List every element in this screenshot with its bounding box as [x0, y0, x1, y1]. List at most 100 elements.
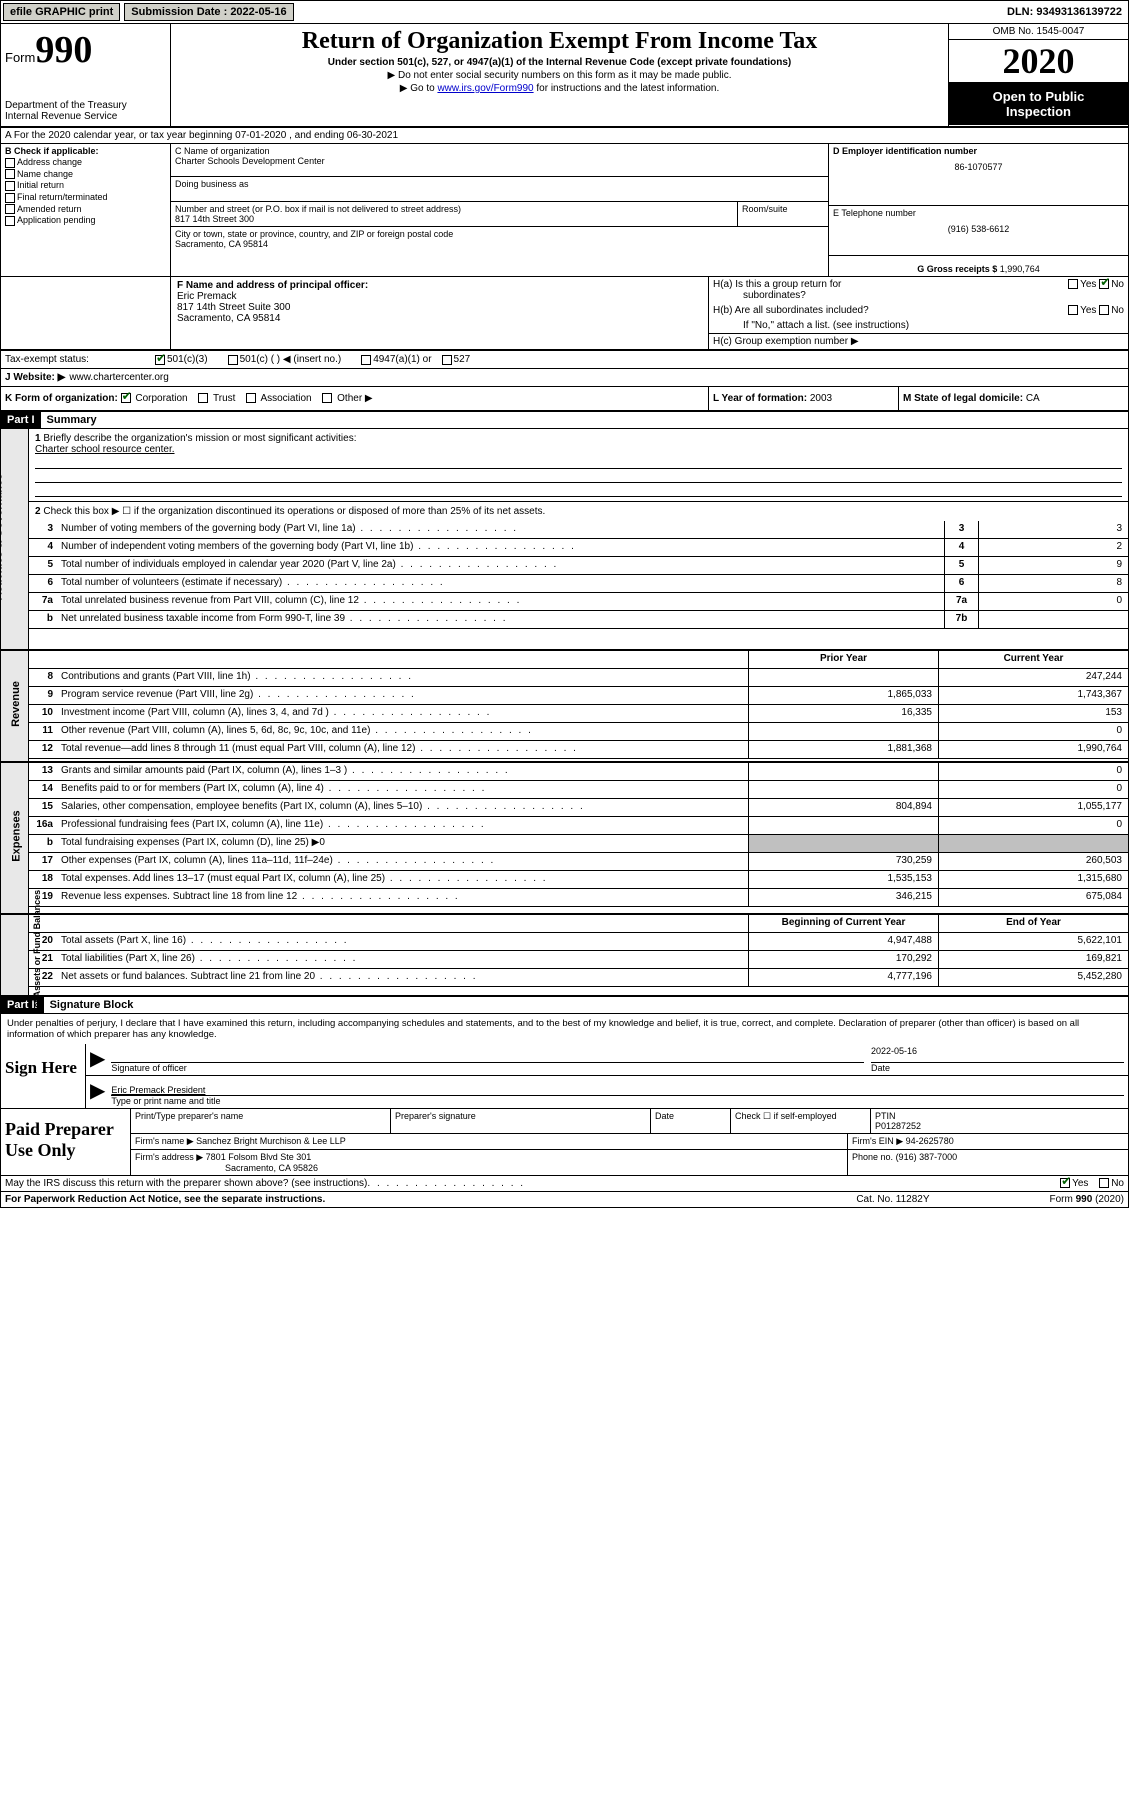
cb-trust[interactable]: [198, 393, 208, 403]
row-ref: 7a: [944, 593, 978, 610]
form-subtitle-3: ▶ Go to www.irs.gov/Form990 for instruct…: [179, 83, 940, 94]
pra-notice: For Paperwork Reduction Act Notice, see …: [5, 1194, 325, 1205]
firm-addr1: 7801 Folsom Blvd Ste 301: [206, 1152, 312, 1162]
submission-date-button[interactable]: Submission Date : 2022-05-16: [124, 3, 293, 21]
activities-governance-section: Activities & Governance 1 Briefly descri…: [1, 429, 1128, 651]
cb-final-return[interactable]: Final return/terminated: [5, 192, 166, 203]
opt-527: 527: [454, 354, 471, 365]
row-desc: Professional fundraising fees (Part IX, …: [57, 817, 748, 834]
cb-name-change[interactable]: Name change: [5, 169, 166, 180]
row-val: 8: [978, 575, 1128, 592]
cb-other[interactable]: [322, 393, 332, 403]
bottom-row: For Paperwork Reduction Act Notice, see …: [1, 1192, 1128, 1207]
row-prior: [748, 763, 938, 780]
city-cell: City or town, state or province, country…: [171, 227, 828, 251]
part1-header-row: Part I Summary: [1, 412, 1128, 429]
cb-initial-return[interactable]: Initial return: [5, 180, 166, 191]
cb-assoc[interactable]: [246, 393, 256, 403]
ein-label: D Employer identification number: [833, 146, 1124, 156]
row-val: [978, 611, 1128, 628]
row-num: 15: [29, 799, 57, 816]
open-to-public: Open to Public Inspection: [949, 83, 1128, 125]
phone-cell: E Telephone number (916) 538-6612: [829, 206, 1128, 256]
discuss-yes-checkbox[interactable]: [1060, 1178, 1070, 1188]
q2-block: 2 Check this box ▶ ☐ if the organization…: [29, 501, 1128, 521]
gov-table: 1 Briefly describe the organization's mi…: [29, 429, 1128, 649]
block-f-h: F Name and address of principal officer:…: [1, 277, 1128, 350]
row-current: 675,084: [938, 889, 1128, 906]
hb-no: No: [1111, 305, 1124, 316]
k-trust: Trust: [213, 393, 235, 404]
omb-number: OMB No. 1545-0047: [949, 24, 1128, 40]
irs-label: Internal Revenue Service: [5, 111, 166, 122]
part1-title: Summary: [41, 412, 103, 428]
l-label: L Year of formation:: [713, 393, 807, 404]
discuss-no-checkbox[interactable]: [1099, 1178, 1109, 1188]
firm-ein-label: Firm's EIN ▶: [852, 1136, 903, 1146]
table-row: 17 Other expenses (Part IX, column (A), …: [29, 853, 1128, 871]
row-desc: Program service revenue (Part VIII, line…: [57, 687, 748, 704]
table-row: 4 Number of independent voting members o…: [29, 539, 1128, 557]
form-num: 990: [35, 29, 92, 71]
table-row: 5 Total number of individuals employed i…: [29, 557, 1128, 575]
row-current: 1,743,367: [938, 687, 1128, 704]
cb-4947[interactable]: [361, 355, 371, 365]
q1-value: Charter school resource center.: [35, 444, 175, 455]
header-left: Form990 Department of the Treasury Inter…: [1, 24, 171, 126]
row-current: 5,452,280: [938, 969, 1128, 986]
form-number: Form990: [5, 28, 166, 72]
table-row: 19 Revenue less expenses. Subtract line …: [29, 889, 1128, 907]
form-title: Return of Organization Exempt From Incom…: [179, 28, 940, 55]
row-prior: 16,335: [748, 705, 938, 722]
row-desc: Number of independent voting members of …: [57, 539, 944, 556]
ha-yes-checkbox[interactable]: [1068, 279, 1078, 289]
discuss-yes: Yes: [1072, 1178, 1088, 1189]
cb-address-change[interactable]: Address change: [5, 157, 166, 168]
row-current: 0: [938, 817, 1128, 834]
row-val: 2: [978, 539, 1128, 556]
expenses-section: Expenses 13 Grants and similar amounts p…: [1, 763, 1128, 915]
website-label: J Website: ▶: [5, 372, 65, 383]
table-row: b Net unrelated business taxable income …: [29, 611, 1128, 629]
row-current: 0: [938, 763, 1128, 780]
hb-yes-checkbox[interactable]: [1068, 305, 1078, 315]
sig-officer-line: ▶ Signature of officer 2022-05-16 Date: [86, 1044, 1128, 1076]
arrow-icon: ▶: [90, 1046, 105, 1073]
row-prior: 1,881,368: [748, 741, 938, 758]
efile-print-button[interactable]: efile GRAPHIC print: [3, 3, 120, 21]
room-label: Room/suite: [742, 204, 824, 214]
website-value: www.chartercenter.org: [69, 372, 169, 383]
row-current: [938, 835, 1128, 852]
hc-label: H(c) Group exemption number ▶: [709, 333, 1128, 349]
topbar: efile GRAPHIC print Submission Date : 20…: [1, 1, 1128, 24]
hb-no-checkbox[interactable]: [1099, 305, 1109, 315]
table-row: 16a Professional fundraising fees (Part …: [29, 817, 1128, 835]
ha-no-checkbox[interactable]: [1099, 279, 1109, 289]
row-desc: Total revenue—add lines 8 through 11 (mu…: [57, 741, 748, 758]
cb-amended-return[interactable]: Amended return: [5, 204, 166, 215]
row-desc: Total liabilities (Part X, line 26): [57, 951, 748, 968]
cb-application-pending[interactable]: Application pending: [5, 215, 166, 226]
boy-header: Beginning of Current Year: [748, 915, 938, 932]
cb-501c[interactable]: [228, 355, 238, 365]
prep-check-label: Check ☐ if self-employed: [731, 1109, 871, 1133]
row-current: 1,315,680: [938, 871, 1128, 888]
q1-text: Briefly describe the organization's miss…: [43, 433, 356, 444]
phone-value: (916) 538-6612: [833, 224, 1124, 234]
table-row: 3 Number of voting members of the govern…: [29, 521, 1128, 539]
form990-link[interactable]: www.irs.gov/Form990: [437, 83, 533, 94]
row-prior: [748, 723, 938, 740]
section-b-checkboxes: B Check if applicable: Address change Na…: [1, 144, 171, 276]
table-row: 20 Total assets (Part X, line 16) 4,947,…: [29, 933, 1128, 951]
row-num: 13: [29, 763, 57, 780]
cb-corp[interactable]: [121, 393, 131, 403]
side-net-text: Net Assets or Fund Balances: [32, 890, 42, 1014]
row-current: 169,821: [938, 951, 1128, 968]
cb-501c3[interactable]: [155, 355, 165, 365]
dept-treasury: Department of the Treasury: [5, 100, 166, 111]
table-row: 11 Other revenue (Part VIII, column (A),…: [29, 723, 1128, 741]
part2-header-row: Part II Signature Block: [1, 997, 1128, 1014]
cb-527[interactable]: [442, 355, 452, 365]
section-l: L Year of formation: 2003: [708, 387, 898, 410]
k-corp: Corporation: [135, 393, 187, 404]
